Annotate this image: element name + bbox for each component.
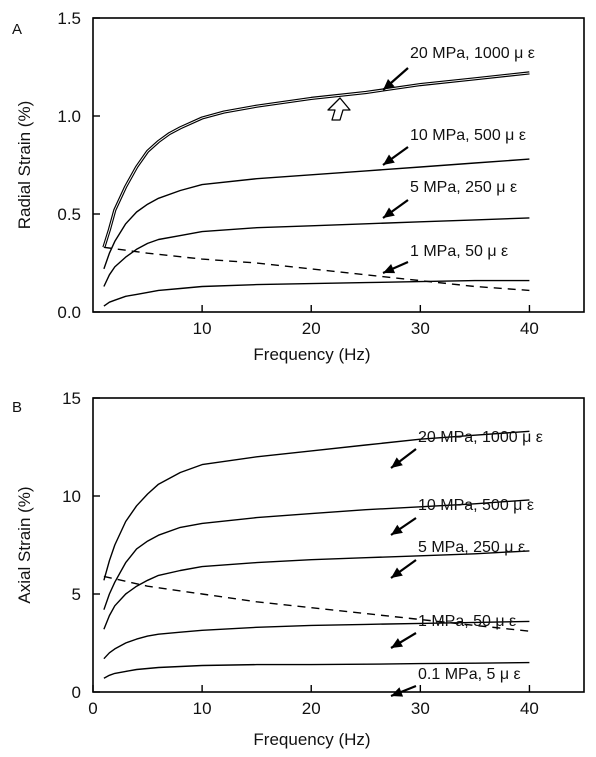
label-arrow-head	[391, 524, 403, 535]
plot-frame	[92, 17, 585, 313]
y-tick-label: 1.0	[57, 107, 81, 126]
x-tick-label: 40	[520, 319, 539, 338]
series-label: 1 MPa, 50 μ ε	[410, 243, 508, 260]
label-arrow-head	[391, 687, 404, 697]
y-tick-label: 10	[62, 487, 81, 506]
y-tick-label: 0	[72, 683, 81, 702]
y-tick-label: 15	[62, 389, 81, 408]
series-label: 10 MPa, 500 μ ε	[418, 497, 534, 514]
panel-letter: B	[12, 399, 22, 416]
series-line	[102, 71, 530, 248]
series-line	[103, 158, 530, 270]
series-line	[103, 217, 530, 287]
dashed-trend-line	[103, 575, 530, 632]
x-tick-label: 20	[302, 699, 321, 718]
x-axis-title: Frequency (Hz)	[253, 345, 370, 364]
x-tick-label: 10	[193, 699, 212, 718]
plot-frame	[92, 397, 585, 693]
series-line	[103, 620, 530, 660]
series-label: 5 MPa, 250 μ ε	[410, 179, 517, 196]
y-tick-label: 0.5	[57, 205, 81, 224]
dashed-trend-line	[103, 246, 530, 292]
hollow-arrow-icon	[327, 97, 351, 121]
series-label: 20 MPa, 1000 μ ε	[418, 429, 543, 446]
x-tick-label: 30	[411, 319, 430, 338]
x-tick-label: 0	[88, 699, 97, 718]
y-tick-label: 1.5	[57, 9, 81, 28]
label-arrow-head	[383, 154, 395, 165]
y-tick-label: 0.0	[57, 303, 81, 322]
label-arrow-head	[391, 567, 403, 578]
x-tick-label: 20	[302, 319, 321, 338]
x-tick-label: 10	[193, 319, 212, 338]
series-label: 0.1 MPa, 5 μ ε	[418, 666, 521, 683]
series-line	[103, 499, 530, 610]
series-line	[103, 279, 530, 307]
y-tick-label: 5	[72, 585, 81, 604]
y-axis-title: Radial Strain (%)	[15, 101, 34, 230]
label-arrow-head	[383, 79, 395, 90]
panel-b: B 0 10 20 30 40 0 5 10 15 Frequency (Hz) Axial Stra…	[12, 389, 585, 749]
x-axis-title: Frequency (Hz)	[253, 730, 370, 749]
y-axis-title: Axial Strain (%)	[15, 486, 34, 603]
x-tick-label: 40	[520, 699, 539, 718]
series-label: 1 MPa, 50 μ ε	[418, 613, 516, 630]
panel-letter: A	[12, 21, 22, 38]
panel-a: A 10 20 30 40 0.0 0.5 1.0 1.5 Frequency (Hz) Radia…	[12, 9, 585, 364]
label-arrow-head	[383, 264, 396, 274]
label-arrow-head	[391, 457, 403, 468]
series-line	[103, 550, 530, 630]
label-arrow-head	[391, 638, 403, 648]
label-arrow-head	[383, 207, 395, 218]
series-line	[103, 430, 530, 581]
series-label: 5 MPa, 250 μ ε	[418, 539, 525, 556]
series-line	[103, 661, 530, 679]
x-tick-label: 30	[411, 699, 430, 718]
series-label: 20 MPa, 1000 μ ε	[410, 45, 535, 62]
series-label: 10 MPa, 500 μ ε	[410, 127, 526, 144]
